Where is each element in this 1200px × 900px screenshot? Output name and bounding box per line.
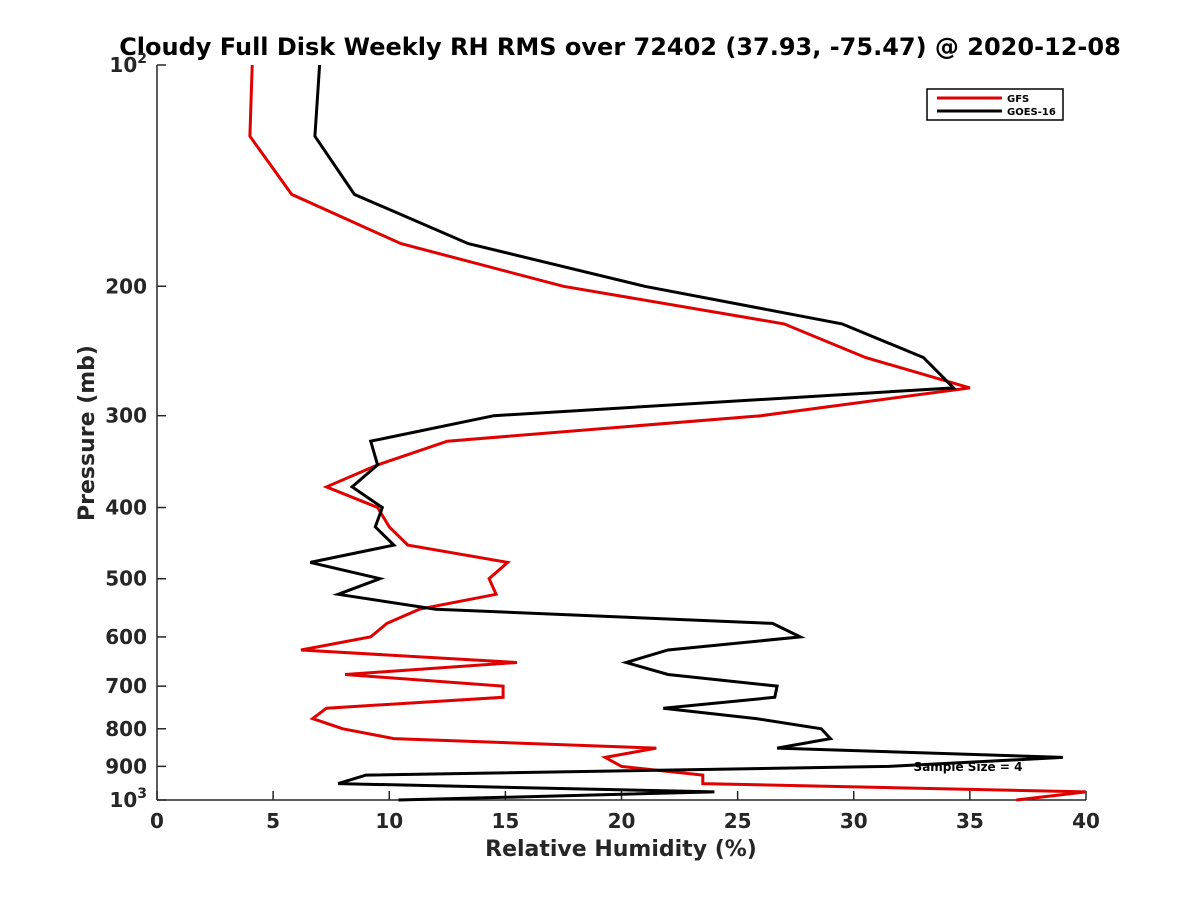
series-group (248, 64, 1087, 802)
x-tick-label: 35 (956, 809, 984, 833)
legend: GFS GOES-16 (926, 88, 1064, 121)
x-tick-label: 0 (150, 809, 164, 833)
x-tick-label: 30 (840, 809, 868, 833)
legend-box (926, 88, 1064, 121)
y-axis-label: Pressure (mb) (75, 345, 100, 521)
y-tick-label: 500 (105, 567, 147, 591)
x-tick-label: 10 (375, 809, 403, 833)
y-tick-label: 800 (105, 717, 147, 741)
y-tick-label: 600 (105, 625, 147, 649)
y-ticks: 102 200 300 400 500 600 700 800 900 103 (105, 51, 166, 812)
series-line-gfs (248, 64, 1087, 802)
x-tick-label: 5 (266, 809, 280, 833)
plot-area (156, 65, 1086, 801)
x-axis-label: Relative Humidity (%) (485, 837, 757, 862)
x-tick-label: 15 (491, 809, 519, 833)
y-tick-label: 700 (105, 674, 147, 698)
sample-size-annotation: Sample Size = 4 (914, 760, 1023, 774)
y-tick-label: 102 (109, 51, 147, 77)
x-ticks: 0 5 10 15 20 25 30 35 40 (150, 791, 1100, 833)
y-tick-label: 300 (105, 404, 147, 428)
legend-label: GFS (1007, 94, 1029, 105)
y-tick-label: 400 (105, 496, 147, 520)
y-tick-label: 900 (105, 754, 147, 778)
series-line-goes16 (309, 64, 1063, 802)
x-tick-label: 20 (608, 809, 636, 833)
legend-label: GOES-16 (1007, 107, 1056, 118)
y-tick-label: 103 (109, 786, 147, 812)
x-tick-label: 25 (724, 809, 752, 833)
chart-title: Cloudy Full Disk Weekly RH RMS over 7240… (119, 33, 1121, 61)
y-tick-label: 200 (105, 274, 147, 298)
x-tick-label: 40 (1072, 809, 1100, 833)
